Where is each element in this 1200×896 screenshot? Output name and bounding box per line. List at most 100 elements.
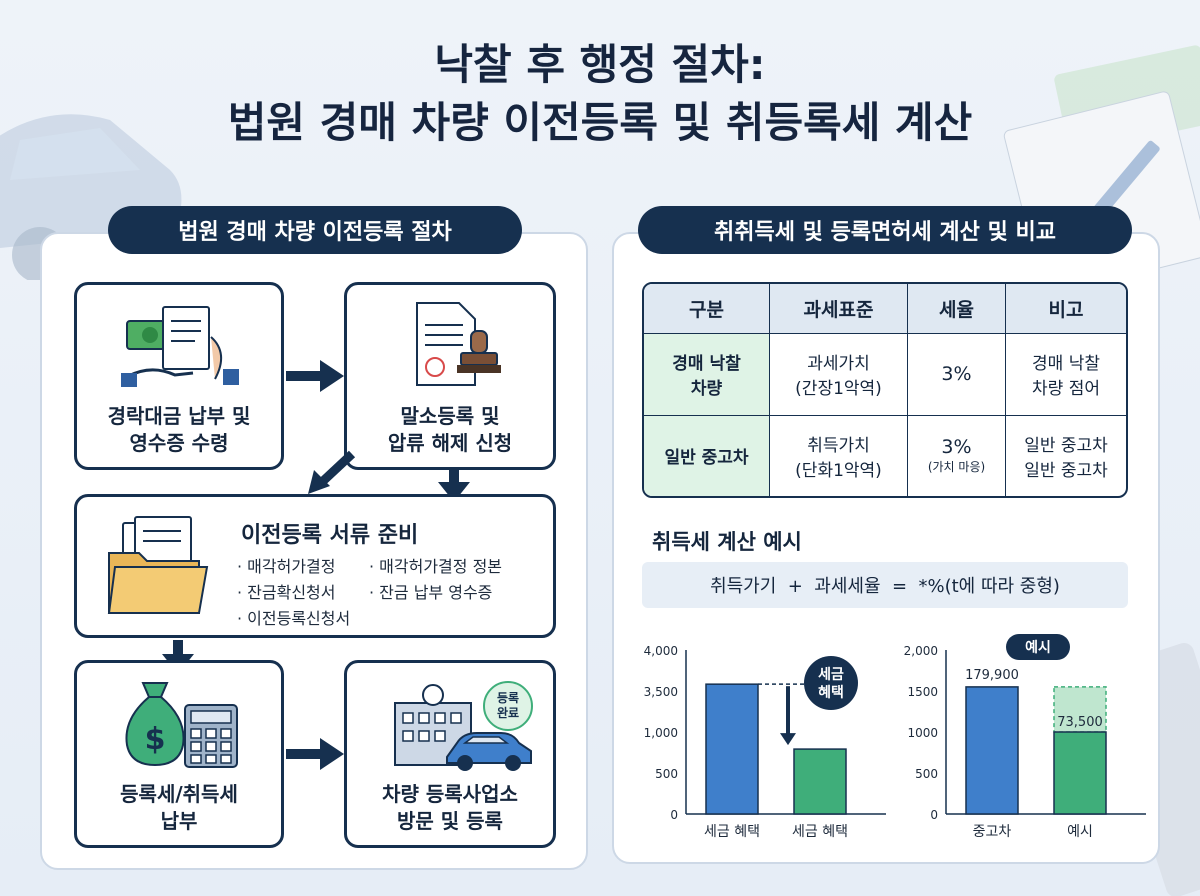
callout-arrow-head	[780, 733, 796, 746]
y-tick-label: 4,000	[644, 644, 678, 658]
note-line2: 차량 점어	[1032, 379, 1100, 400]
y-tick-label: 1500	[907, 685, 938, 699]
car-icon	[446, 732, 532, 771]
step-cancel-label-line2: 압류 해제 신청	[387, 431, 513, 455]
step-register-label-line1: 차량 등록사업소	[382, 782, 518, 806]
table-cell-category: 경매 낙찰 차량	[644, 334, 770, 416]
example-badge-label: 예시	[1025, 640, 1051, 656]
bar	[793, 748, 847, 815]
procedure-panel-header: 법원 경매 차량 이전등록 절차	[108, 206, 522, 254]
table-header-cell: 구분	[644, 284, 770, 334]
example-chart: 0 500 1000 1500 2,000 중고차 179,900 예시 73,500 예시	[904, 634, 1146, 840]
table-row: 경매 낙찰 차량 과세가치 (간장1악역) 3% 경매 낙찰 차량 점어	[644, 334, 1126, 416]
step-tax-label-line2: 납부	[160, 809, 198, 833]
y-tick-label: 3,500	[644, 685, 678, 699]
doc-item-4: · 잔금 납부 영수증	[369, 583, 493, 602]
y-tick-label: 2,000	[904, 644, 938, 658]
category-line2: 차량	[690, 379, 723, 400]
money-bag-icon: $	[125, 682, 185, 767]
arrow-diagonal-icon	[308, 450, 356, 494]
table-cell-rate: 3%	[908, 334, 1006, 416]
step-tax-label-line1: 등록세/취득세	[120, 782, 238, 806]
rate-value: 3%	[941, 436, 972, 459]
y-tick-label: 0	[670, 808, 678, 822]
note-line2: 일반 중고차	[1024, 460, 1108, 481]
bar	[705, 683, 759, 815]
callout-bubble	[804, 656, 858, 710]
bar	[965, 686, 1019, 815]
y-tick-label: 500	[915, 767, 938, 781]
step-register-card: 등록 완료 차량 등록사업소 방문 및 등록	[344, 660, 556, 848]
base-line2: (단화1악역)	[795, 460, 882, 481]
step-cancel-label-line1: 말소등록 및	[400, 404, 500, 428]
rate-value: 3%	[941, 363, 972, 386]
register-badge-line2: 완료	[496, 706, 520, 720]
money-hand-icon	[121, 306, 239, 387]
step-tax-card: $ 등록세/취득세 납부	[74, 660, 284, 848]
doc-item-5: · 이전등록신청서	[237, 609, 351, 628]
table-cell-note: 일반 중고차 일반 중고차	[1006, 416, 1126, 496]
base-line1: 과세가치	[807, 354, 870, 375]
step-docs-card: 이전등록 서류 준비 · 매각허가결정 · 매각허가결정 정본 · 잔금확신청서…	[74, 494, 556, 638]
note-line1: 일반 중고차	[1024, 435, 1108, 456]
y-tick-label: 1,000	[644, 726, 678, 740]
ghost-bar	[1053, 686, 1107, 733]
base-line2: (간장1악역)	[795, 379, 882, 400]
x-tick-label: 예시	[1067, 824, 1093, 840]
arrow-right-icon	[286, 738, 344, 770]
document-stamp-icon	[416, 302, 501, 386]
table-cell-rate: 3% (가치 마응)	[908, 415, 1006, 496]
tax-panel-header: 취취득세 및 등록면허세 계산 및 비교	[638, 206, 1132, 254]
formula-text: 취득가기 + 과세세율 = *%(t에 따라 중형)	[710, 576, 1060, 597]
doc-item-3: · 잔금확신청서	[237, 583, 336, 602]
arrow-right-icon	[286, 360, 344, 392]
register-complete-badge: 등록 완료	[483, 681, 533, 731]
rate-note: (가치 마응)	[927, 460, 986, 475]
formula-box: 취득가기 + 과세세율 = *%(t에 따라 중형)	[642, 562, 1128, 608]
doc-item-1: · 매각허가결정	[237, 557, 336, 576]
page-title: 낙찰 후 행정 절차: 법원 경매 차량 이전등록 및 취등록세 계산	[0, 36, 1200, 152]
example-badge	[1006, 634, 1070, 660]
data-label: 73,500	[1057, 715, 1103, 730]
callout-text-line2: 혜택	[818, 684, 844, 701]
y-tick-label: 0	[930, 808, 938, 822]
table-header-cell: 과세표준	[770, 284, 908, 334]
x-tick-label: 세금 혜택	[704, 824, 760, 840]
page-title-line1: 낙찰 후 행정 절차:	[434, 40, 766, 89]
bar	[1053, 731, 1107, 815]
step-payment-card: 경락대금 납부 및 영수증 수령	[74, 282, 284, 470]
table-header-cell: 세율	[908, 284, 1006, 334]
table-cell-category: 일반 중고차	[644, 415, 770, 496]
table-row: 일반 중고차 취득가치 (단화1악역) 3% (가치 마응) 일반 중고차 일반…	[644, 415, 1126, 496]
category-line1: 일반 중고차	[664, 448, 749, 469]
callout-text-line1: 세금	[818, 667, 844, 683]
svg-text:$: $	[145, 722, 166, 757]
table-header-cell: 비고	[1006, 284, 1126, 334]
base-line1: 취득가치	[807, 435, 870, 456]
table-cell-note: 경매 낙찰 차량 점어	[1006, 334, 1126, 416]
y-tick-label: 500	[655, 767, 678, 781]
folder-icon	[107, 516, 209, 614]
step-payment-label-line1: 경락대금 납부 및	[107, 404, 251, 428]
step-docs-title: 이전등록 서류 준비	[241, 523, 419, 548]
y-tick-label: 1000	[907, 726, 938, 740]
calculator-icon	[184, 704, 238, 768]
note-line1: 경매 낙찰	[1032, 354, 1100, 375]
doc-item-2: · 매각허가결정 정본	[369, 557, 503, 576]
step-payment-label-line2: 영수증 수령	[129, 431, 229, 455]
example-title: 취득세 계산 예시	[652, 530, 802, 554]
step-register-label-line2: 방문 및 등록	[397, 809, 503, 833]
table-cell-base: 취득가치 (단화1악역)	[770, 415, 908, 496]
arrow-down-icon	[438, 470, 470, 502]
category-line1: 경매 낙찰	[672, 354, 741, 375]
data-label: 179,900	[965, 668, 1019, 683]
page-title-line2: 법원 경매 차량 이전등록 및 취등록세 계산	[227, 98, 973, 147]
x-tick-label: 세금 혜택	[792, 824, 848, 840]
table-cell-base: 과세가치 (간장1악역)	[770, 334, 908, 416]
tax-comparison-table: 구분 과세표준 세율 비고 경매 낙찰 차량 과세가치 (간장1악역) 3% 경…	[642, 282, 1128, 498]
register-badge-line1: 등록	[496, 691, 520, 705]
step-cancel-card: 말소등록 및 압류 해제 신청	[344, 282, 556, 470]
table-header-row: 구분 과세표준 세율 비고	[644, 284, 1126, 334]
x-tick-label: 중고차	[973, 824, 1012, 840]
